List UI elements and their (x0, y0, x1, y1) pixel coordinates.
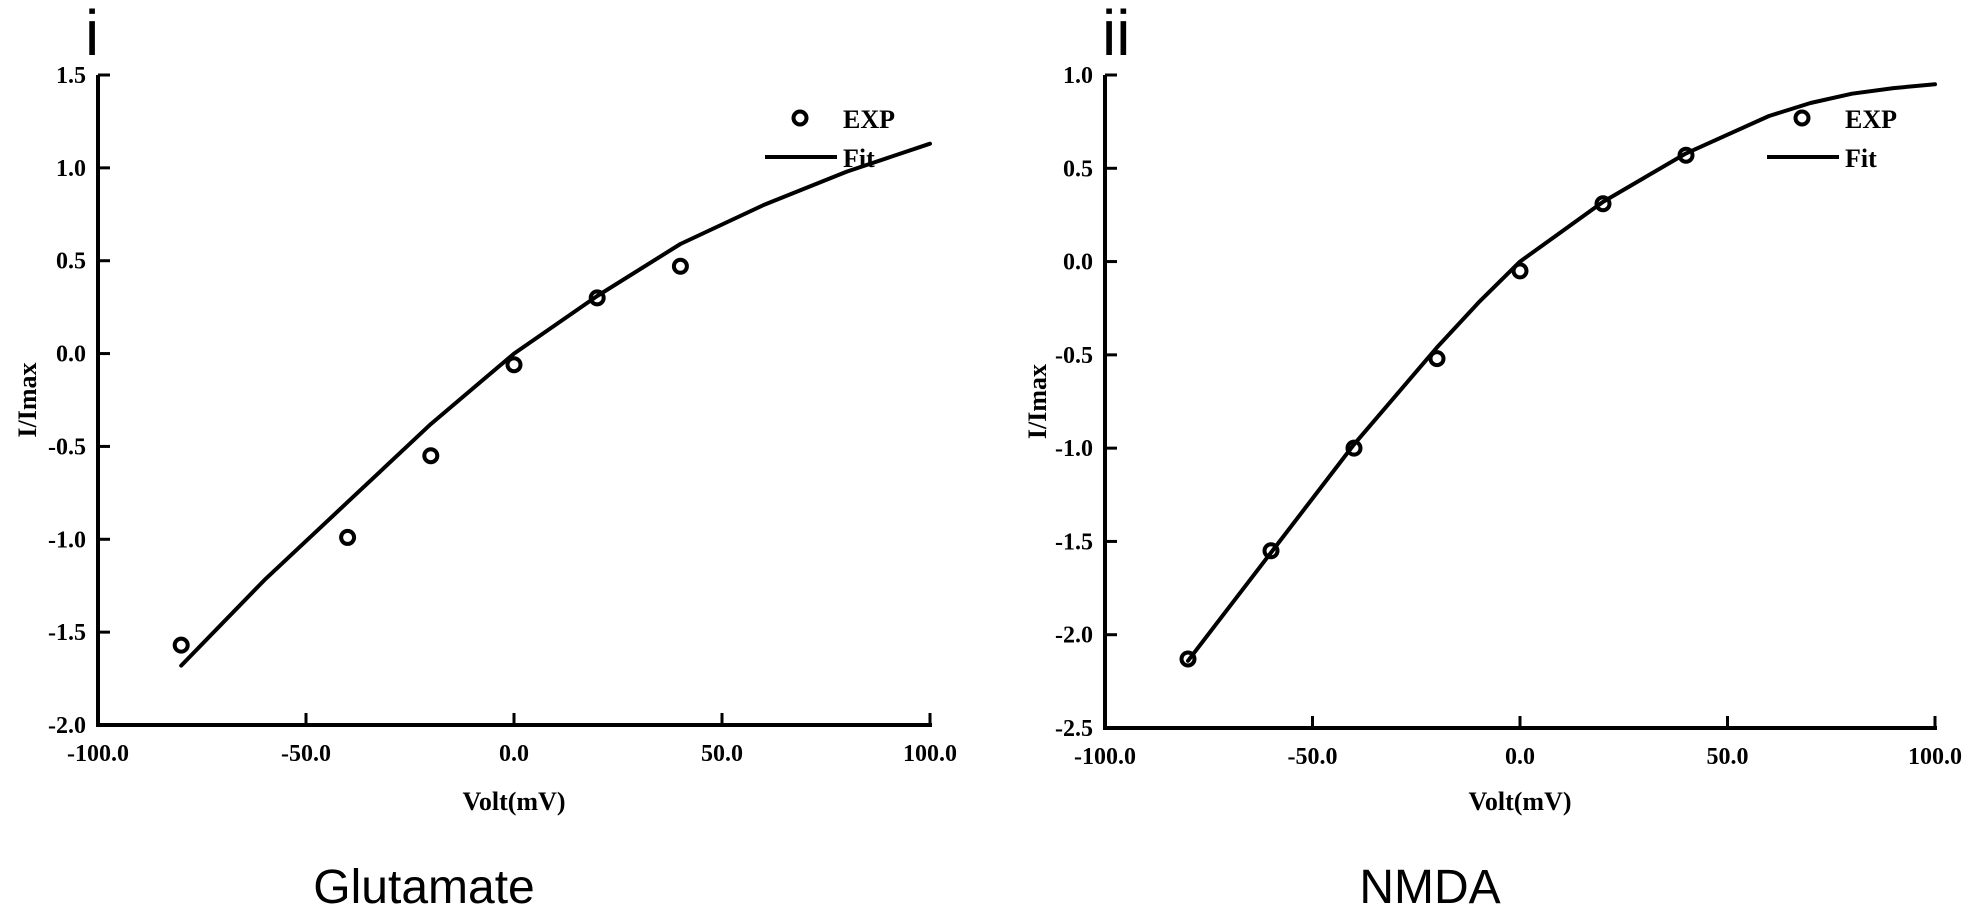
x-tick-label: 50.0 (701, 741, 743, 767)
exp-point (172, 636, 190, 654)
x-tick-label: 50.0 (1707, 744, 1749, 770)
x-tick-label: 0.0 (499, 741, 529, 767)
x-axis-title: Volt(mV) (1468, 787, 1571, 816)
legend-fit-label: Fit (1845, 144, 1877, 173)
y-tick-label: -1.5 (48, 620, 86, 646)
x-tick-label: -100.0 (1074, 744, 1136, 770)
y-tick-label: 0.5 (1063, 156, 1093, 182)
y-tick-label: -1.0 (48, 527, 86, 553)
y-tick-label: 1.0 (56, 156, 86, 182)
y-tick-label: 1.0 (1063, 63, 1093, 89)
y-tick-label: -1.0 (1055, 436, 1093, 462)
exp-point (1428, 350, 1446, 368)
legend-exp-label: EXP (843, 105, 895, 134)
x-tick-label: 100.0 (903, 741, 957, 767)
x-tick-label: -100.0 (67, 741, 129, 767)
legend-exp-marker (791, 109, 809, 127)
x-tick-label: 0.0 (1505, 744, 1535, 770)
panel-caption: Glutamate (313, 861, 534, 914)
y-tick-label: 0.5 (56, 249, 86, 275)
y-tick-label: -2.0 (48, 713, 86, 739)
exp-point (422, 447, 440, 465)
chart-panel-2: -2.5 -2.0 -1.5 -1.0 -0.5 0.0 0.5 1.0 -100.0 -50.0… (1023, 0, 1962, 914)
legend: EXP Fit (765, 105, 895, 173)
y-axis-title: I/Imax (13, 362, 42, 437)
panel-label: i (85, 0, 99, 69)
panel-caption: NMDA (1359, 861, 1500, 914)
exp-point (505, 356, 523, 374)
y-tick-label: -2.0 (1055, 623, 1093, 649)
fit-line (1186, 82, 1937, 663)
legend-exp-marker (1793, 109, 1811, 127)
y-tick-label: -1.5 (1055, 529, 1093, 555)
legend-exp-label: EXP (1845, 105, 1897, 134)
chart-panel-1: -2.0 -1.5 -1.0 -0.5 0.0 0.5 1.0 1.5 -100.0 -50.0 0… (13, 0, 957, 914)
exp-point (339, 528, 357, 546)
x-axis-title: Volt(mV) (462, 787, 565, 816)
y-tick-label: -2.5 (1055, 716, 1093, 742)
y-axis-title: I/Imax (1023, 364, 1052, 439)
y-tick-label: -0.5 (48, 434, 86, 460)
legend-fit-label: Fit (843, 144, 875, 173)
panel-label: ii (1102, 0, 1130, 69)
y-tick-label: 0.0 (1063, 250, 1093, 276)
legend: EXP Fit (1767, 105, 1897, 173)
y-tick-label: 1.5 (56, 63, 86, 89)
y-tick-label: 0.0 (56, 342, 86, 368)
x-tick-label: -50.0 (281, 741, 331, 767)
x-tick-label: -50.0 (1288, 744, 1338, 770)
x-tick-label: 100.0 (1908, 744, 1962, 770)
exp-point (671, 257, 689, 275)
y-tick-label: -0.5 (1055, 343, 1093, 369)
fit-line (179, 141, 932, 668)
